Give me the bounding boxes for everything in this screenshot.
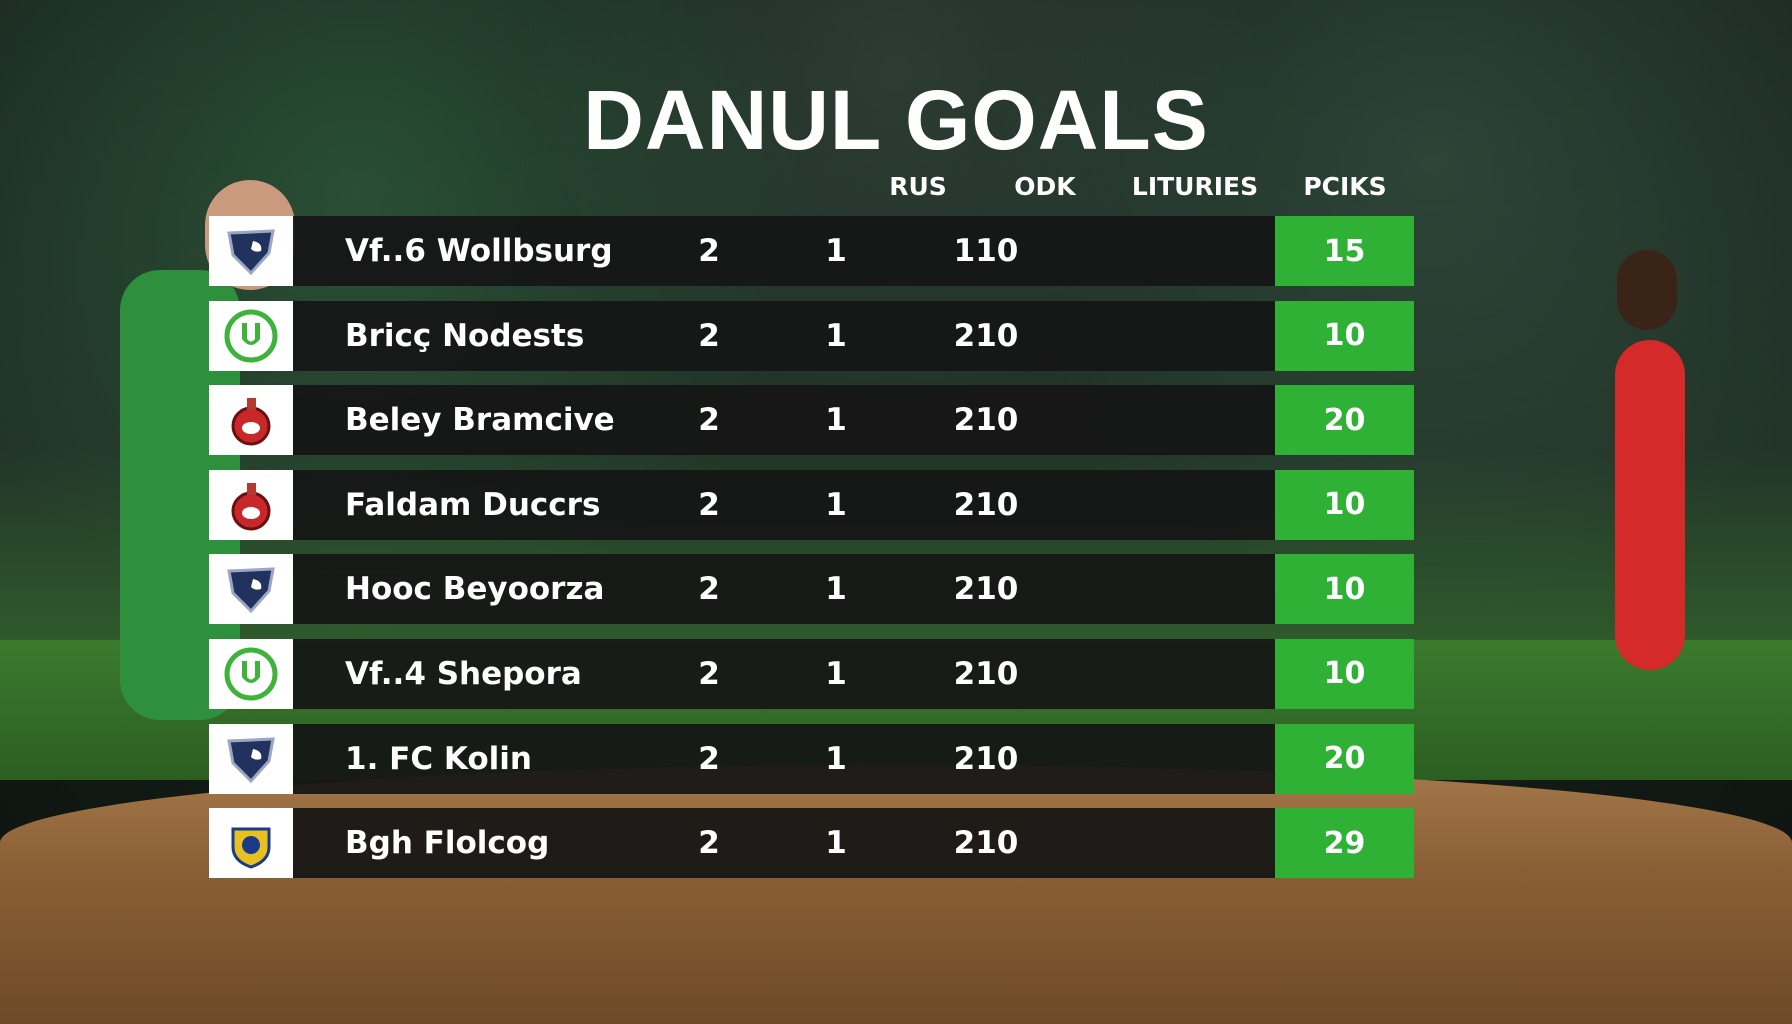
team-name: Faldam Duccrs <box>345 486 601 523</box>
rus-value: 2 <box>698 486 720 523</box>
team-name: Hooc Beyoorza <box>345 571 605 608</box>
pciks-value: 20 <box>1275 723 1414 794</box>
table-row: Vf..6 Wollbsurg 2 1 110 15 <box>209 216 1414 286</box>
team-bar: Beley Bramcive 2 1 210 <box>293 385 1275 456</box>
pciks-value: 10 <box>1275 300 1414 371</box>
player-red <box>1615 340 1685 670</box>
team-name: Bgh Flolcog <box>345 825 550 862</box>
pciks-value: 20 <box>1275 385 1414 456</box>
pciks-value: 15 <box>1275 216 1414 286</box>
lituries-value: 210 <box>953 486 1019 523</box>
player-red-head <box>1617 250 1677 330</box>
team-name: Vf..6 Wollbsurg <box>345 233 613 269</box>
odk-value: 1 <box>825 317 847 354</box>
table-row: Hooc Beyoorza 2 1 210 10 <box>209 554 1414 625</box>
team-bar: Faldam Duccrs 2 1 210 <box>293 469 1275 540</box>
rus-value: 2 <box>698 317 720 354</box>
table-row: Faldam Duccrs 2 1 210 10 <box>209 469 1414 540</box>
lituries-value: 210 <box>953 571 1019 608</box>
rus-value: 2 <box>698 825 720 862</box>
odk-value: 1 <box>825 655 847 692</box>
odk-value: 1 <box>825 825 847 862</box>
table-row: Beley Bramcive 2 1 210 20 <box>209 385 1414 456</box>
standings-table: Vf..6 Wollbsurg 2 1 110 15 Bricç Nodests… <box>209 216 1414 893</box>
lituries-value: 210 <box>953 655 1019 692</box>
team-name: Beley Bramcive <box>345 402 615 439</box>
team-bar: Bricç Nodests 2 1 210 <box>293 300 1275 371</box>
pciks-value: 10 <box>1275 554 1414 625</box>
rus-value: 2 <box>698 402 720 439</box>
table-row: Vf..4 Shepora 2 1 210 10 <box>209 638 1414 709</box>
team-bar: Hooc Beyoorza 2 1 210 <box>293 554 1275 625</box>
rus-value: 2 <box>698 655 720 692</box>
odk-value: 1 <box>825 486 847 523</box>
team-crest-icon <box>209 554 293 625</box>
odk-value: 1 <box>825 402 847 439</box>
lituries-value: 210 <box>953 740 1019 777</box>
odk-value: 1 <box>825 233 847 269</box>
team-crest-icon <box>209 808 293 879</box>
table-row: Bgh Flolcog 2 1 210 29 <box>209 808 1414 879</box>
lituries-value: 110 <box>953 233 1019 269</box>
page-title: DANUL GOALS <box>583 73 1209 167</box>
pciks-value: 29 <box>1275 808 1414 879</box>
team-bar: Bgh Flolcog 2 1 210 <box>293 808 1275 879</box>
team-crest-icon <box>209 216 293 286</box>
header-rus: RUS <box>889 172 947 201</box>
rus-value: 2 <box>698 233 720 269</box>
team-crest-icon <box>209 385 293 456</box>
rus-value: 2 <box>698 740 720 777</box>
header-pciks: PCIKS <box>1303 172 1387 201</box>
team-crest-icon <box>209 638 293 709</box>
odk-value: 1 <box>825 740 847 777</box>
team-crest-icon <box>209 300 293 371</box>
odk-value: 1 <box>825 571 847 608</box>
rus-value: 2 <box>698 571 720 608</box>
header-odk: ODK <box>1014 172 1076 201</box>
team-name: 1. FC Kolin <box>345 740 532 777</box>
table-row: 1. FC Kolin 2 1 210 20 <box>209 723 1414 794</box>
lituries-value: 210 <box>953 825 1019 862</box>
header-lituries: LITURIES <box>1131 172 1259 201</box>
team-crest-icon <box>209 469 293 540</box>
team-bar: Vf..4 Shepora 2 1 210 <box>293 638 1275 709</box>
pciks-value: 10 <box>1275 638 1414 709</box>
lituries-value: 210 <box>953 317 1019 354</box>
team-name: Vf..4 Shepora <box>345 655 582 692</box>
table-row: Bricç Nodests 2 1 210 10 <box>209 300 1414 371</box>
team-bar: 1. FC Kolin 2 1 210 <box>293 723 1275 794</box>
team-crest-icon <box>209 723 293 794</box>
lituries-value: 210 <box>953 402 1019 439</box>
pciks-value: 10 <box>1275 469 1414 540</box>
team-bar: Vf..6 Wollbsurg 2 1 110 <box>293 216 1275 286</box>
team-name: Bricç Nodests <box>345 317 585 354</box>
